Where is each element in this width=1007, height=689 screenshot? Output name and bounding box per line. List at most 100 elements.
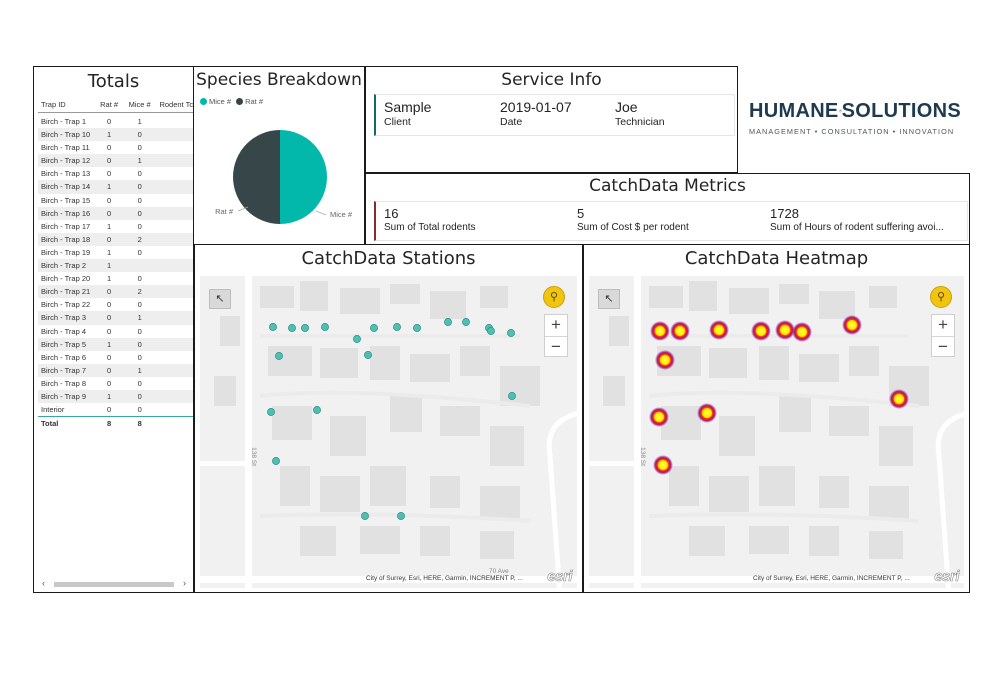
- zoom-out-button[interactable]: −: [551, 337, 561, 356]
- column-header-rat[interactable]: Rat #: [100, 100, 119, 109]
- heatmap-hotspot[interactable]: [649, 407, 669, 427]
- building: [490, 426, 524, 466]
- stations-map[interactable]: 138 St 70 Ave ↖ ⚲ + − City of Surrey, Es…: [200, 276, 577, 588]
- heatmap-hotspot[interactable]: [670, 321, 690, 341]
- heatmap-title: CatchData Heatmap: [684, 248, 869, 269]
- heatmap-hotspot[interactable]: [650, 321, 670, 341]
- pie-slice-rat[interactable]: [233, 130, 280, 224]
- totals-title: Totals: [87, 71, 140, 92]
- mice-count-cell: 0: [137, 378, 142, 388]
- trap-station-point[interactable]: [361, 512, 369, 520]
- zoom-in-button[interactable]: +: [545, 315, 567, 337]
- select-tool-button[interactable]: ↖: [598, 289, 620, 309]
- table-row[interactable]: Birch - Trap 12 0 1: [38, 154, 193, 168]
- trap-station-point[interactable]: [301, 324, 309, 332]
- heatmap-hotspot[interactable]: [889, 389, 909, 409]
- trap-station-point[interactable]: [508, 392, 516, 400]
- trap-station-point[interactable]: [364, 351, 372, 359]
- table-row[interactable]: Birch - Trap 13 0 0: [38, 167, 193, 180]
- table-row[interactable]: Birch - Trap 19 1 0: [38, 246, 193, 259]
- humane-solutions-logo: HUMANE SOLUTIONS MANAGEMENT • CONSULTATI…: [749, 96, 961, 144]
- heatmap-hotspot[interactable]: [697, 403, 717, 423]
- pie-slice-mice[interactable]: [280, 130, 327, 224]
- table-row[interactable]: Birch - Trap 20 1 0: [38, 272, 193, 285]
- table-row[interactable]: Birch - Trap 2 1: [38, 259, 193, 273]
- legend-rat-label[interactable]: Rat #: [245, 97, 264, 106]
- trap-station-point[interactable]: [288, 324, 296, 332]
- map-attribution[interactable]: City of Surrey, Esri, HERE, Garmin, INCR…: [753, 575, 910, 582]
- table-row[interactable]: Birch - Trap 10 1 0: [38, 128, 193, 142]
- table-row[interactable]: Birch - Trap 22 0 0: [38, 298, 193, 311]
- scrollbar-thumb[interactable]: [54, 582, 174, 587]
- trap-station-point[interactable]: [313, 406, 321, 414]
- lane: [259, 512, 531, 523]
- trap-id-cell: Birch - Trap 19: [41, 247, 91, 257]
- trap-station-point[interactable]: [462, 318, 470, 326]
- heatmap-hotspot[interactable]: [842, 315, 862, 335]
- trap-station-point[interactable]: [393, 323, 401, 331]
- table-row[interactable]: Birch - Trap 9 1 0: [38, 389, 193, 404]
- column-header-rodent-total[interactable]: Rodent Tc: [159, 100, 193, 109]
- table-row[interactable]: Birch - Trap 8 0 0: [38, 377, 193, 390]
- column-header-mice[interactable]: Mice #: [128, 100, 151, 109]
- horizontal-scrollbar[interactable]: ‹ ›: [40, 578, 188, 588]
- table-row[interactable]: Birch - Trap 1 0 1: [38, 115, 193, 128]
- trap-station-point[interactable]: [487, 327, 495, 335]
- mice-count-cell: [122, 259, 158, 272]
- zoom-out-button[interactable]: −: [938, 337, 948, 356]
- heatmap-hotspot[interactable]: [792, 322, 812, 342]
- table-row[interactable]: Birch - Trap 5 1 0: [38, 337, 193, 351]
- select-tool-button[interactable]: ↖: [209, 289, 231, 309]
- legend-mice-label[interactable]: Mice #: [209, 97, 232, 106]
- heatmap-map-canvas[interactable]: [589, 276, 964, 588]
- heatmap-hotspot[interactable]: [775, 320, 795, 340]
- heatmap-hotspot[interactable]: [709, 320, 729, 340]
- table-row[interactable]: Birch - Trap 11 0 0: [38, 141, 193, 154]
- trap-station-point[interactable]: [370, 324, 378, 332]
- heatmap-map[interactable]: 138 St ↖ ⚲ + − City of Surrey, Esri, HER…: [589, 276, 964, 588]
- trap-id-cell: Birch - Trap 10: [41, 130, 91, 140]
- table-row[interactable]: Birch - Trap 3 0 1: [38, 311, 193, 325]
- table-row[interactable]: Birch - Trap 7 0 1: [38, 363, 193, 377]
- trap-station-point[interactable]: [413, 324, 421, 332]
- table-row[interactable]: Birch - Trap 6 0 0: [38, 351, 193, 364]
- scroll-right-icon[interactable]: ›: [183, 578, 186, 588]
- stations-map-canvas[interactable]: [200, 276, 577, 588]
- trap-station-point[interactable]: [444, 318, 452, 326]
- map-attribution[interactable]: City of Surrey, Esri, HERE, Garmin, INCR…: [366, 575, 523, 582]
- table-header: Trap ID Rat # Mice # Rodent Tc: [38, 98, 193, 113]
- table-row[interactable]: Interior 0 0: [38, 403, 193, 418]
- lightbulb-icon[interactable]: ⚲: [930, 286, 952, 308]
- rat-leader-line: [237, 206, 249, 212]
- building: [430, 291, 466, 319]
- building: [300, 526, 336, 556]
- table-body: Birch - Trap 1 0 1 Birch - Trap 10 1 0 Birch -…: [38, 115, 193, 418]
- scroll-left-icon[interactable]: ‹: [42, 578, 45, 588]
- trap-id-cell: Birch - Trap 3: [41, 313, 87, 323]
- heatmap-hotspot[interactable]: [751, 321, 771, 341]
- trap-station-point[interactable]: [267, 408, 275, 416]
- trap-station-point[interactable]: [353, 335, 361, 343]
- lightbulb-icon[interactable]: ⚲: [543, 286, 565, 308]
- metric-total-rodents-value: 16: [384, 206, 399, 221]
- zoom-in-button[interactable]: +: [932, 315, 954, 337]
- heatmap-hotspot[interactable]: [655, 350, 675, 370]
- heatmap-hotspot[interactable]: [653, 455, 673, 475]
- building: [869, 286, 897, 308]
- table-row[interactable]: Birch - Trap 4 0 0: [38, 325, 193, 338]
- mice-count-cell: 0: [137, 326, 142, 336]
- trap-station-point[interactable]: [275, 352, 283, 360]
- trap-station-point[interactable]: [507, 329, 515, 337]
- trap-station-point[interactable]: [272, 457, 280, 465]
- table-row[interactable]: Birch - Trap 16 0 0: [38, 206, 193, 220]
- table-row[interactable]: Birch - Trap 21 0 2: [38, 285, 193, 299]
- trap-station-point[interactable]: [321, 323, 329, 331]
- trap-station-point[interactable]: [269, 323, 277, 331]
- table-row[interactable]: Birch - Trap 15 0 0: [38, 194, 193, 207]
- table-row[interactable]: Birch - Trap 14 1 0: [38, 180, 193, 194]
- table-row[interactable]: Birch - Trap 18 0 2: [38, 232, 193, 246]
- trap-station-point[interactable]: [397, 512, 405, 520]
- column-header-trap-id[interactable]: Trap ID: [41, 100, 66, 109]
- species-pie-chart[interactable]: Rat # Mice #: [194, 107, 364, 243]
- table-row[interactable]: Birch - Trap 17 1 0: [38, 220, 193, 233]
